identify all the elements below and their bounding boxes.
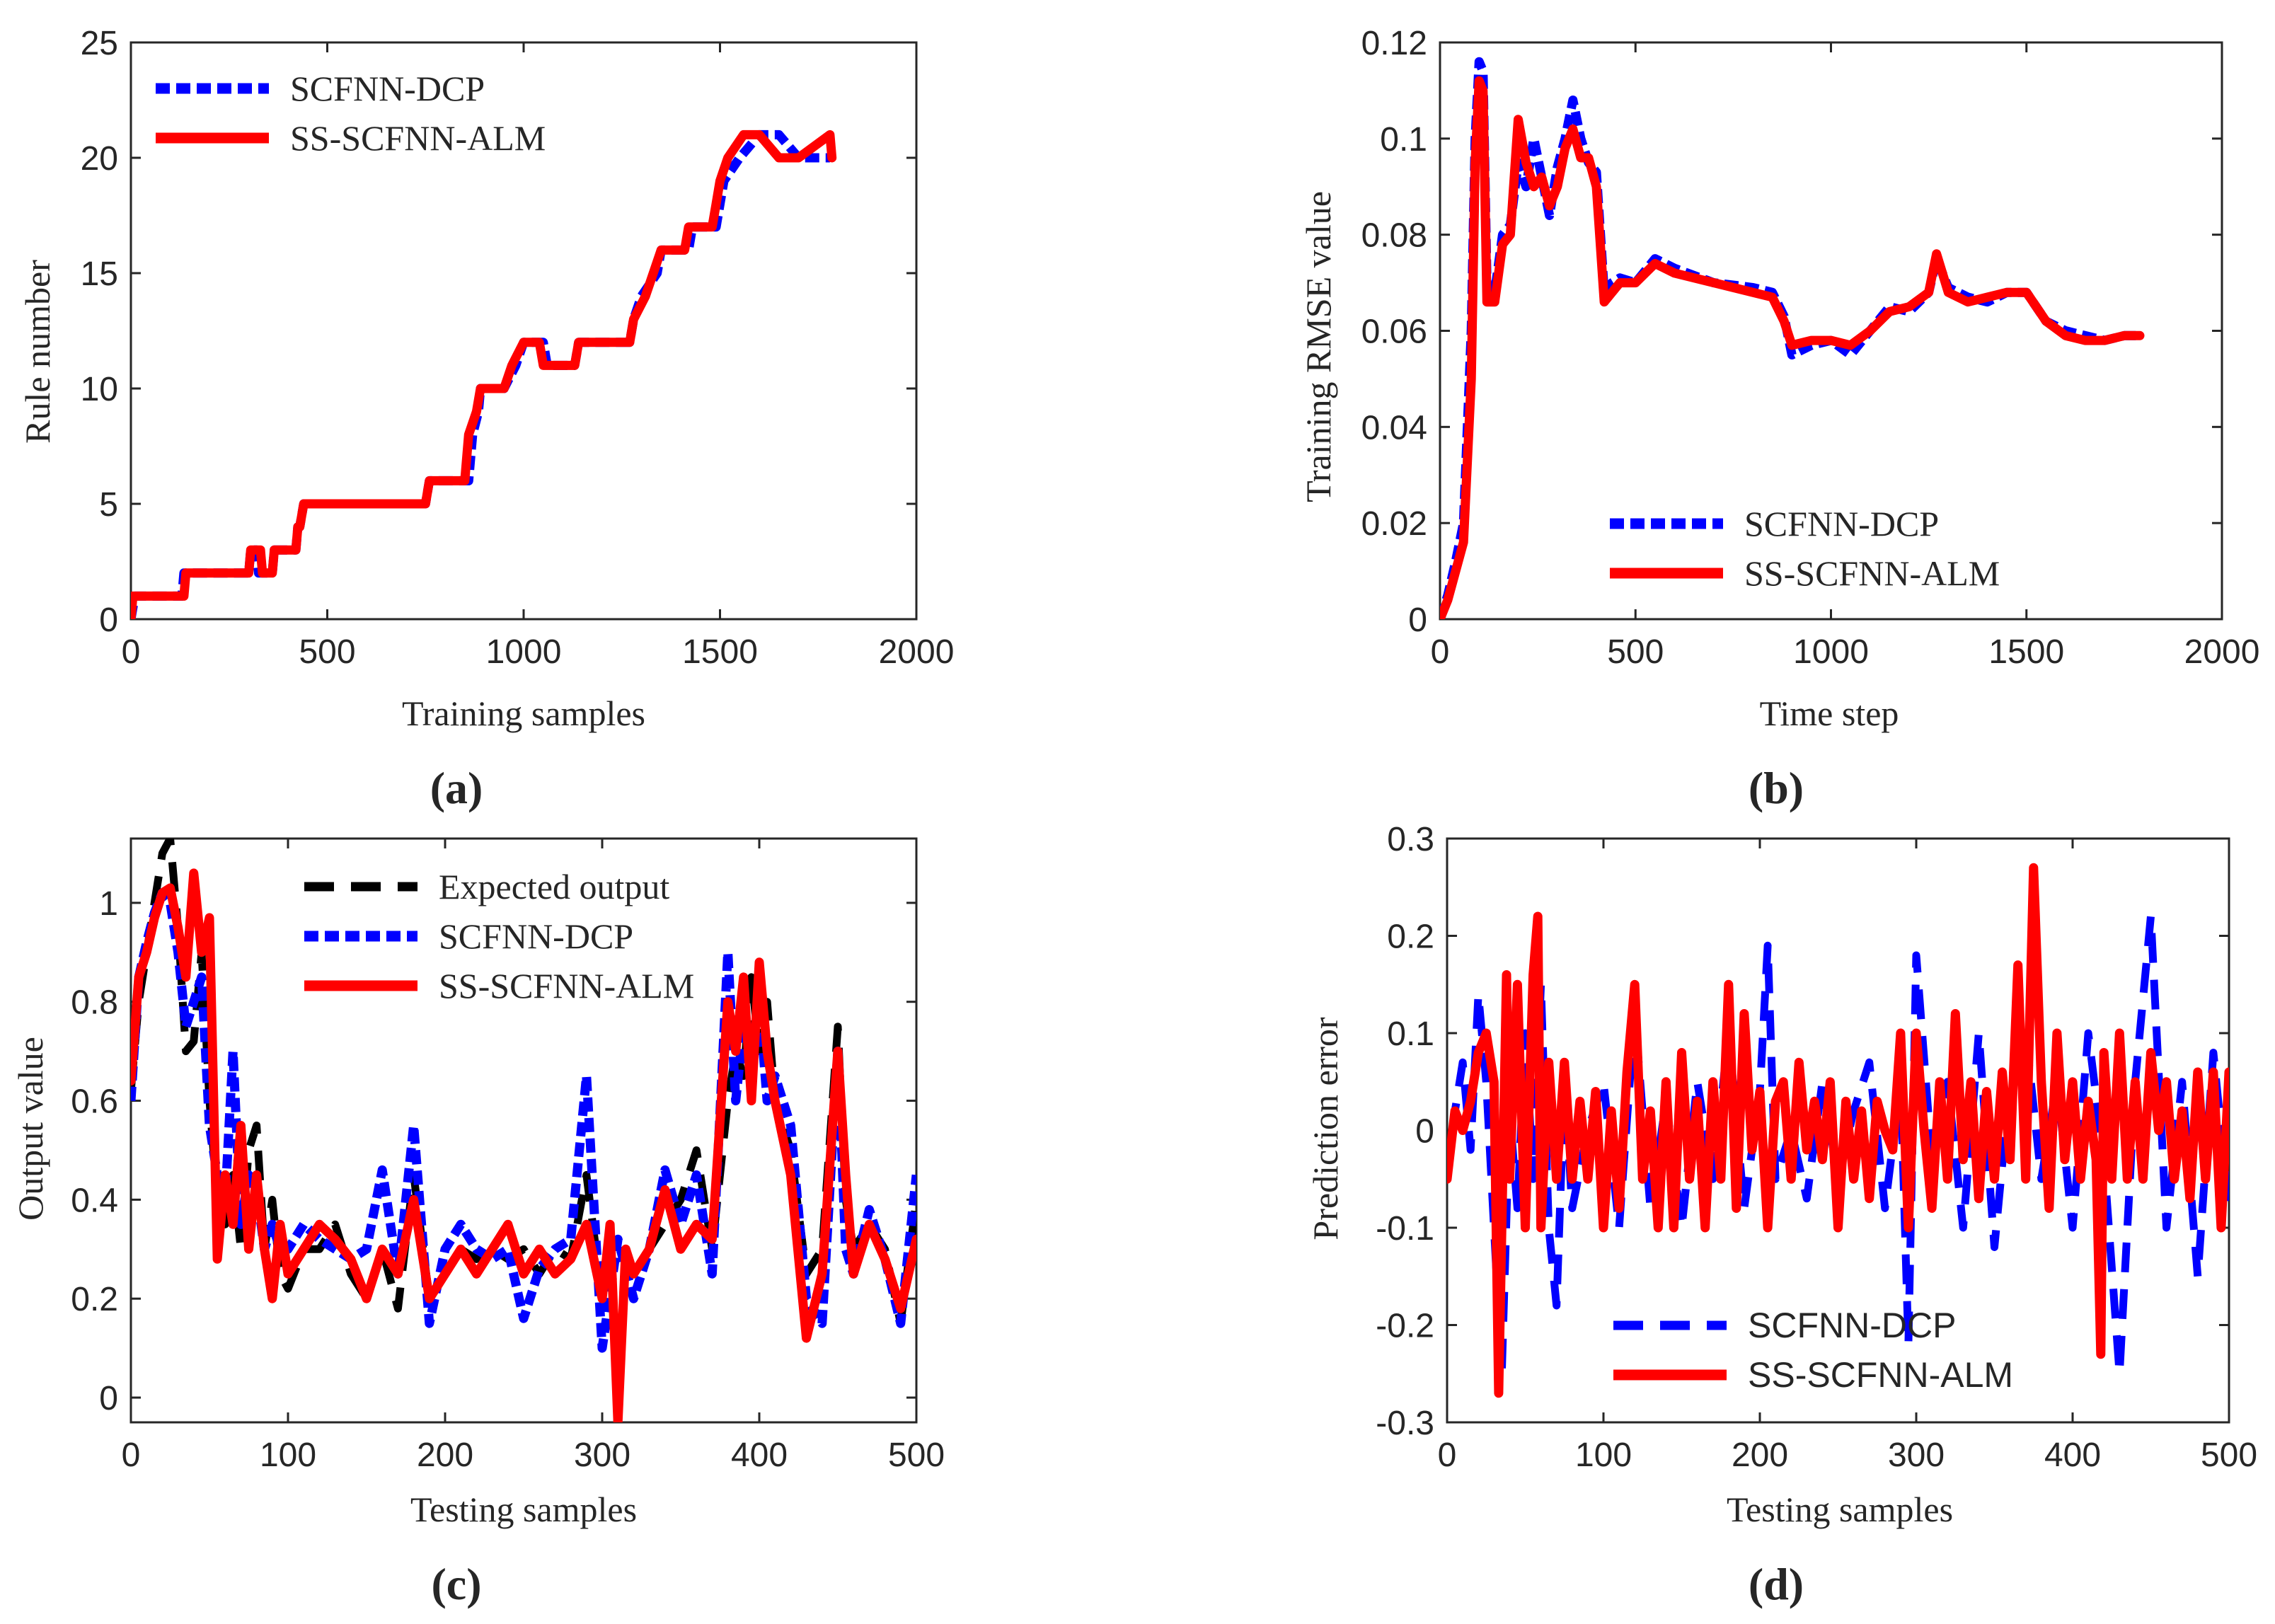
y-tick-label-b: 0.04: [1361, 409, 1427, 447]
x-tick-label-a: 1000: [486, 633, 562, 671]
x-tick-label-b: 1000: [1793, 633, 1869, 671]
panel-label-b: (b): [1749, 763, 1804, 813]
panel-c: (c) Testing samples Output value 0 100 200…: [11, 837, 945, 1609]
panel-a: (a) Training samples Rule number 0 500 100…: [18, 25, 954, 813]
legend-label-ss-scfnn-alm-a: SS-SCFNN-ALM: [290, 118, 546, 158]
panel-label-d: (d): [1749, 1559, 1804, 1609]
legend-label-scfnn-dcp-d: SCFNN-DCP: [1748, 1306, 1956, 1345]
series-group-c: [131, 839, 916, 1422]
x-tick-label-a: 500: [299, 633, 355, 671]
x-axis-label-b: Time step: [1760, 693, 1899, 733]
y-axis-label-d: Prediction error: [1306, 1017, 1345, 1240]
series-group-b: [1440, 57, 2145, 619]
x-tick-label-c: 100: [260, 1436, 316, 1474]
legend-label-expected-output-c: Expected output: [439, 867, 669, 906]
series-line-ss-scfnn-alm-c: [131, 868, 916, 1422]
y-tick-label-d: -0.3: [1376, 1405, 1434, 1442]
y-axis-label-b: Training RMSE value: [1298, 191, 1338, 502]
y-tick-label-d: 0.3: [1387, 821, 1434, 858]
x-tick-label-b: 0: [1431, 633, 1450, 671]
y-tick-label-a: 5: [99, 486, 118, 524]
x-tick-label-b: 2000: [2184, 633, 2260, 671]
y-tick-label-d: 0.2: [1387, 918, 1434, 956]
axes-box-c: [129, 837, 918, 1424]
y-tick-label-a: 10: [81, 371, 118, 408]
y-tick-label-c: 0: [99, 1380, 118, 1417]
x-tick-label-b: 500: [1607, 633, 1664, 671]
panel-label-a: (a): [430, 763, 483, 813]
x-tick-label-a: 0: [122, 633, 141, 671]
series-line-expected-output-c: [131, 839, 916, 1328]
panel-d: (d) Testing samples Prediction error 0 10…: [1306, 821, 2257, 1609]
legend-label-ss-scfnn-alm-b: SS-SCFNN-ALM: [1744, 553, 2000, 593]
y-tick-label-d: -0.2: [1376, 1308, 1434, 1345]
y-tick-label-b: 0.06: [1361, 313, 1427, 351]
x-tick-label-a: 2000: [879, 633, 955, 671]
y-tick-label-a: 20: [81, 140, 118, 178]
x-tick-label-c: 500: [888, 1436, 945, 1474]
y-tick-label-c: 0.6: [71, 1083, 118, 1121]
y-tick-label-a: 15: [81, 255, 118, 293]
x-tick-label-d: 200: [1732, 1436, 1788, 1474]
legend-a: SCFNN-DCP SS-SCFNN-ALM: [156, 69, 546, 158]
legend-label-ss-scfnn-alm-c: SS-SCFNN-ALM: [439, 966, 694, 1006]
y-tick-label-c: 0.2: [71, 1281, 118, 1318]
series-line-scfnn-dcp-a: [131, 129, 830, 619]
legend-label-scfnn-dcp-a: SCFNN-DCP: [290, 69, 485, 108]
y-axis-label-a: Rule number: [18, 260, 57, 444]
x-axis-label-a: Training samples: [402, 693, 645, 733]
series-line-scfnn-dcp-d: [1447, 912, 2229, 1378]
series-line-ss-scfnn-alm-a: [131, 129, 837, 619]
x-tick-label-b: 1500: [1988, 633, 2064, 671]
legend-label-scfnn-dcp-b: SCFNN-DCP: [1744, 504, 1939, 543]
y-tick-label-c: 0.8: [71, 984, 118, 1022]
legend-label-scfnn-dcp-c: SCFNN-DCP: [439, 916, 633, 956]
y-tick-label-b: 0.1: [1380, 121, 1427, 159]
y-axis-label-c: Output value: [11, 1037, 50, 1221]
legend-c: Expected output SCFNN-DCP SS-SCFNN-ALM: [304, 867, 694, 1006]
y-tick-label-b: 0.08: [1361, 217, 1427, 255]
y-tick-label-a: 25: [81, 25, 118, 62]
y-tick-label-c: 0.4: [71, 1182, 118, 1219]
legend-d: SCFNN-DCP SS-SCFNN-ALM: [1613, 1306, 2013, 1395]
series-line-ss-scfnn-alm-d: [1447, 863, 2229, 1398]
legend-label-ss-scfnn-alm-d: SS-SCFNN-ALM: [1748, 1355, 2013, 1395]
y-tick-label-d: 0.1: [1387, 1015, 1434, 1053]
x-tick-label-d: 500: [2201, 1436, 2257, 1474]
x-tick-label-d: 0: [1438, 1436, 1457, 1474]
x-tick-label-c: 400: [731, 1436, 788, 1474]
y-tick-label-b: 0.12: [1361, 25, 1427, 62]
y-tick-label-d: -0.1: [1376, 1210, 1434, 1248]
y-tick-label-b: 0.02: [1361, 505, 1427, 543]
y-tick-label-a: 0: [99, 601, 118, 639]
x-tick-label-d: 300: [1888, 1436, 1945, 1474]
x-tick-label-c: 300: [574, 1436, 630, 1474]
series-group-a: [131, 129, 837, 619]
y-tick-label-c: 1: [99, 885, 118, 923]
panel-label-c: (c): [431, 1559, 481, 1609]
x-tick-label-d: 100: [1575, 1436, 1632, 1474]
x-tick-label-c: 200: [417, 1436, 473, 1474]
y-tick-label-d: 0: [1415, 1113, 1434, 1151]
x-axis-label-c: Testing samples: [410, 1490, 637, 1529]
x-tick-label-c: 0: [122, 1436, 141, 1474]
x-tick-label-a: 1500: [682, 633, 758, 671]
legend-b: SCFNN-DCP SS-SCFNN-ALM: [1610, 504, 2000, 593]
panel-b: (b) Time step Training RMSE value 0 500 10…: [1298, 25, 2259, 813]
series-group-d: [1447, 863, 2229, 1398]
x-tick-label-d: 400: [2044, 1436, 2101, 1474]
series-line-ss-scfnn-alm-b: [1440, 76, 2145, 619]
x-axis-label-d: Testing samples: [1727, 1490, 1953, 1529]
y-tick-label-b: 0: [1408, 601, 1427, 639]
